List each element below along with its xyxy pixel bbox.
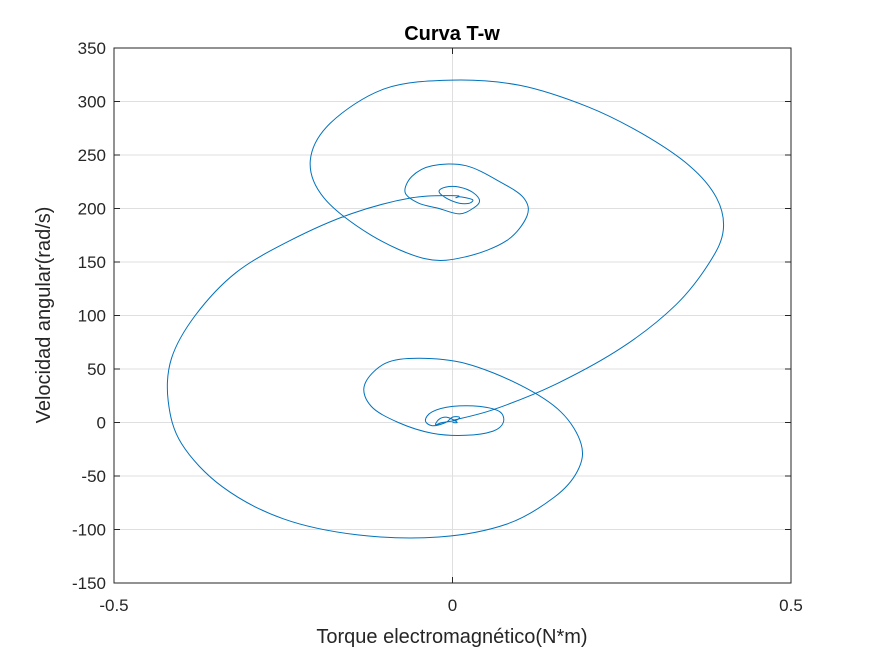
ticks: -0.5 0 0.5 -150 -100 -50 0 50 100 150 200 250 300 350 bbox=[72, 39, 803, 615]
y-tick-label: 300 bbox=[78, 93, 106, 112]
x-tick-label: 0.5 bbox=[779, 596, 803, 615]
y-tick-label: 0 bbox=[97, 414, 106, 433]
x-axis-label: Torque electromagnético(N*m) bbox=[316, 626, 587, 648]
y-tick-label: -50 bbox=[81, 467, 106, 486]
y-axis-label: Velocidad angular(rad/s) bbox=[33, 207, 55, 424]
grid-lines bbox=[114, 48, 791, 583]
x-tick-label: -0.5 bbox=[99, 596, 128, 615]
y-tick-label: -100 bbox=[72, 521, 106, 540]
data-series bbox=[166, 79, 725, 539]
y-tick-label: 250 bbox=[78, 146, 106, 165]
y-tick-label: 50 bbox=[87, 360, 106, 379]
y-tick-label: -150 bbox=[72, 574, 106, 593]
y-tick-label: 100 bbox=[78, 307, 106, 326]
chart-title: Curva T-w bbox=[404, 23, 500, 45]
x-tick-label: 0 bbox=[448, 596, 457, 615]
y-tick-label: 350 bbox=[78, 39, 106, 58]
y-tick-label: 150 bbox=[78, 253, 106, 272]
y-tick-label: 200 bbox=[78, 200, 106, 219]
series-line bbox=[166, 79, 725, 539]
